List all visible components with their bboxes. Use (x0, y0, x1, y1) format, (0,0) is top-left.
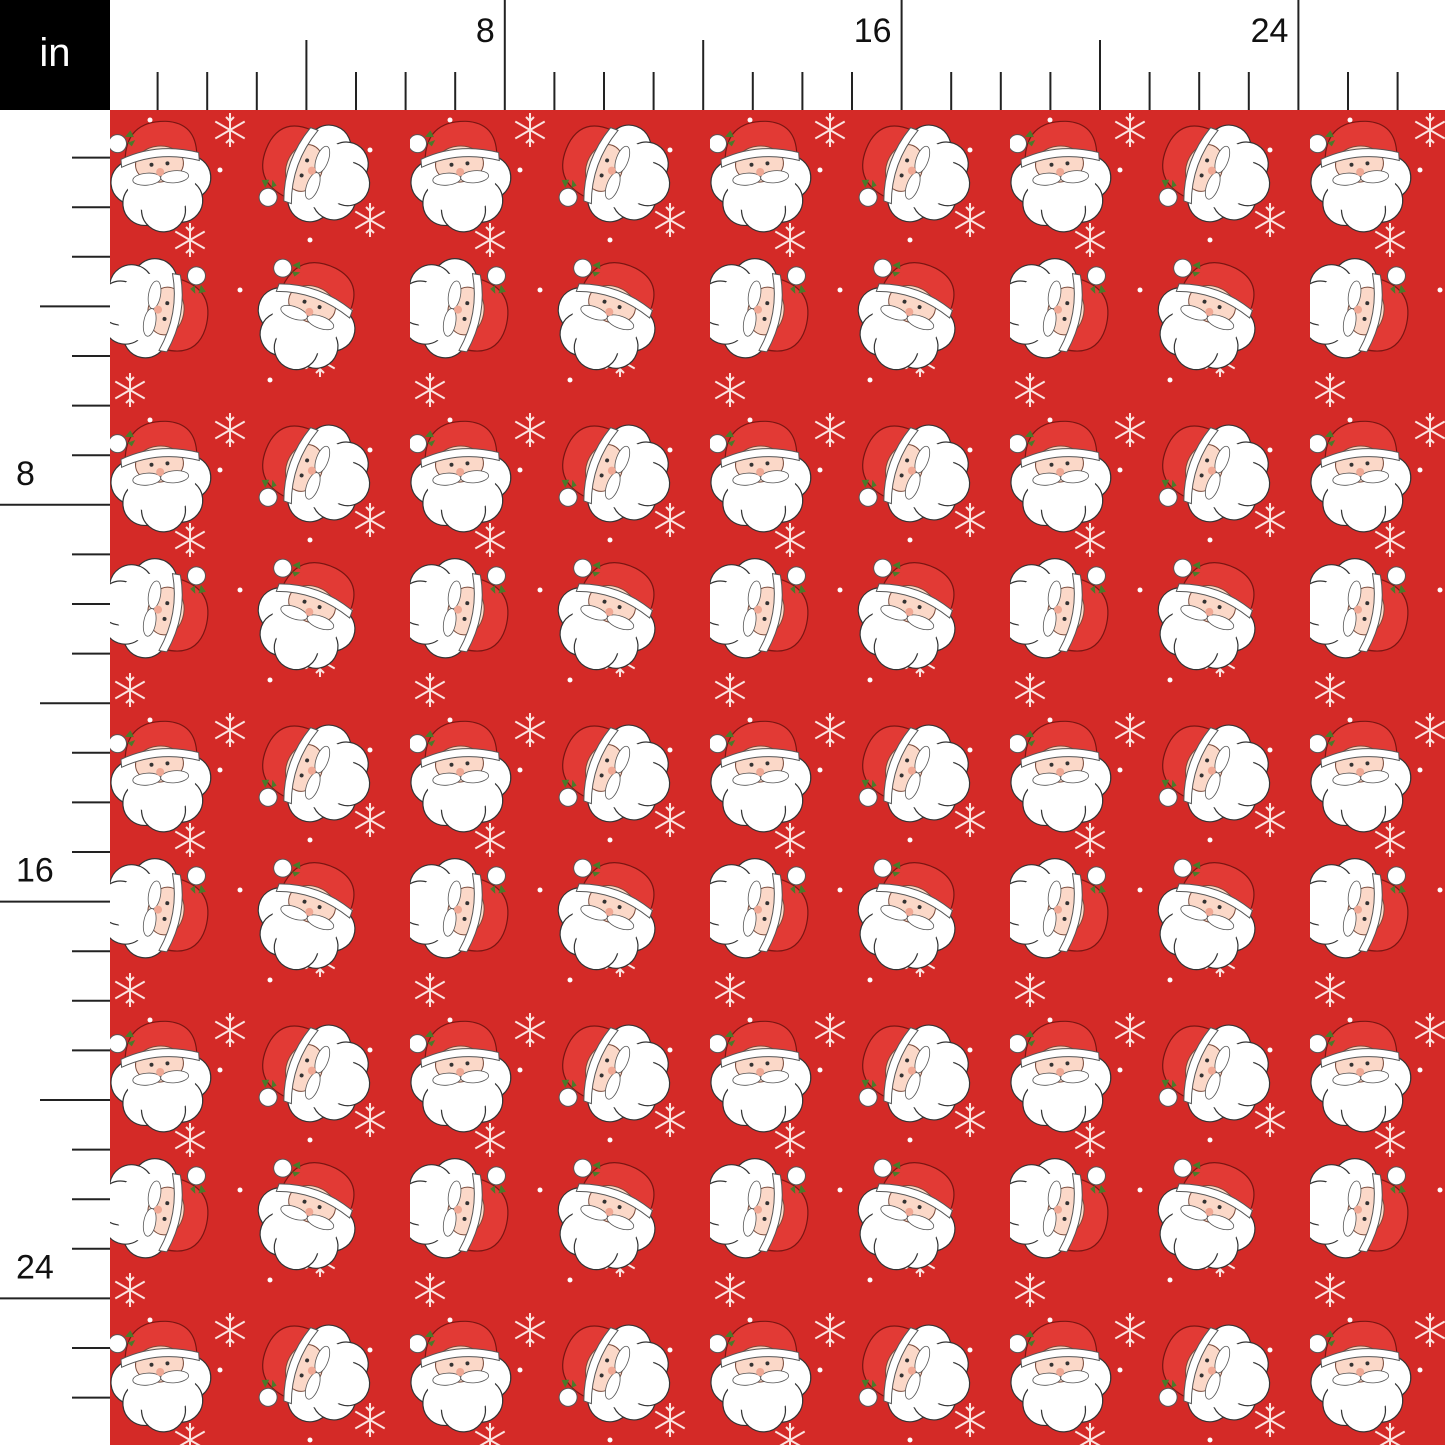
rulers: 8 8 16 16 24 24 (0, 0, 1399, 1399)
left-ruler-label: 8 (16, 455, 35, 493)
left-ruler-label: 24 (16, 1248, 54, 1286)
unit-label: in (39, 31, 70, 75)
top-ruler-label: 16 (854, 12, 892, 50)
unit-box (0, 0, 110, 110)
fabric-pattern (110, 110, 1445, 1445)
left-ruler-label: 16 (16, 852, 54, 890)
top-ruler-label: 8 (476, 12, 495, 50)
top-ruler-label: 24 (1251, 12, 1289, 50)
